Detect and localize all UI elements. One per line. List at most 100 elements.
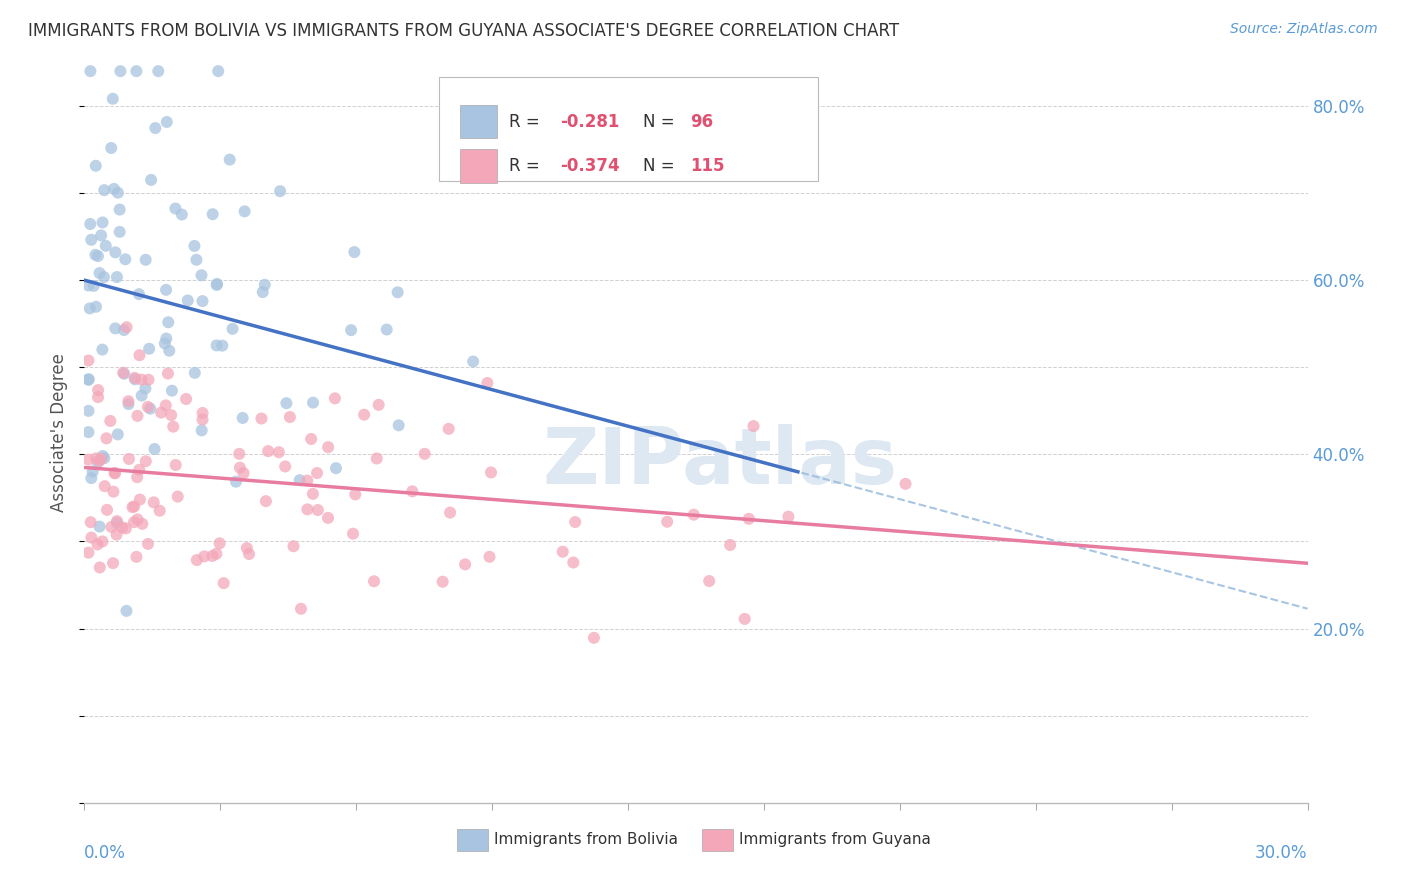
Text: 0.0%: 0.0% <box>84 844 127 862</box>
Point <box>205 277 228 292</box>
Point <box>252 285 274 299</box>
Point <box>143 442 166 456</box>
Point <box>250 411 273 425</box>
Point <box>87 455 110 469</box>
Point <box>94 239 117 253</box>
Point <box>142 495 165 509</box>
Point <box>232 466 254 480</box>
Point <box>288 473 311 487</box>
Point <box>100 141 122 155</box>
Point <box>115 604 138 618</box>
Point <box>93 451 115 466</box>
Text: N =: N = <box>644 157 681 175</box>
Point <box>79 301 101 316</box>
Point <box>697 574 720 588</box>
Point <box>342 526 364 541</box>
Point <box>124 372 146 386</box>
Text: R =: R = <box>509 157 544 175</box>
Point <box>83 279 105 293</box>
Text: IMMIGRANTS FROM BOLIVIA VS IMMIGRANTS FROM GUYANA ASSOCIATE'S DEGREE CORRELATION: IMMIGRANTS FROM BOLIVIA VS IMMIGRANTS FR… <box>28 22 900 40</box>
Point <box>432 574 454 589</box>
Text: Immigrants from Guyana: Immigrants from Guyana <box>738 832 931 847</box>
Point <box>105 270 128 285</box>
Point <box>205 338 228 352</box>
Point <box>112 367 135 381</box>
Point <box>170 207 193 221</box>
Point <box>104 467 127 481</box>
Point <box>353 408 375 422</box>
Point <box>104 245 127 260</box>
Point <box>283 539 305 553</box>
Text: Source: ZipAtlas.com: Source: ZipAtlas.com <box>1230 22 1378 37</box>
Point <box>124 371 146 385</box>
Point <box>112 366 135 380</box>
Point <box>138 373 160 387</box>
Point <box>162 419 184 434</box>
Point <box>77 404 100 418</box>
Point <box>155 283 177 297</box>
Point <box>77 372 100 386</box>
Point <box>299 432 322 446</box>
Point <box>107 427 129 442</box>
Point <box>111 520 134 534</box>
Point <box>183 239 205 253</box>
Point <box>104 321 127 335</box>
Point <box>551 545 574 559</box>
Point <box>117 394 139 409</box>
Point <box>125 64 148 78</box>
Point <box>207 64 229 78</box>
Point <box>105 516 128 530</box>
Point <box>108 225 131 239</box>
Point <box>117 397 139 411</box>
Point <box>128 287 150 301</box>
Point <box>479 466 502 480</box>
Text: -0.281: -0.281 <box>560 112 620 130</box>
Point <box>87 249 110 263</box>
Point <box>110 64 132 78</box>
Point <box>191 406 214 420</box>
Point <box>93 183 115 197</box>
Point <box>77 353 100 368</box>
Point <box>375 322 398 336</box>
Text: R =: R = <box>509 112 544 130</box>
Point <box>118 452 141 467</box>
Point <box>682 508 704 522</box>
Point <box>79 217 101 231</box>
Point <box>80 233 103 247</box>
Text: N =: N = <box>644 112 681 130</box>
Point <box>191 412 214 426</box>
Text: 30.0%: 30.0% <box>1256 844 1308 862</box>
Point <box>302 487 325 501</box>
Point <box>160 408 183 422</box>
Point <box>105 527 128 541</box>
Point <box>190 423 212 437</box>
Point <box>84 248 107 262</box>
Point <box>90 228 112 243</box>
Point <box>156 367 179 381</box>
Point <box>136 400 159 414</box>
Point <box>77 546 100 560</box>
Point <box>344 487 367 501</box>
Point <box>205 277 228 291</box>
Point <box>114 521 136 535</box>
Point <box>157 343 180 358</box>
Text: Immigrants from Bolivia: Immigrants from Bolivia <box>494 832 678 847</box>
Point <box>77 278 100 293</box>
Point <box>153 336 176 351</box>
FancyBboxPatch shape <box>702 829 733 851</box>
Point <box>316 511 339 525</box>
Point <box>127 512 149 526</box>
Point <box>91 343 114 357</box>
Point <box>201 549 224 563</box>
Point <box>894 476 917 491</box>
Point <box>297 502 319 516</box>
Point <box>387 285 409 300</box>
Point <box>233 204 256 219</box>
Text: -0.374: -0.374 <box>560 157 620 175</box>
Point <box>128 348 150 362</box>
Point <box>325 461 347 475</box>
Point <box>274 459 297 474</box>
Point <box>91 534 114 549</box>
Point <box>718 538 741 552</box>
Point <box>139 173 162 187</box>
